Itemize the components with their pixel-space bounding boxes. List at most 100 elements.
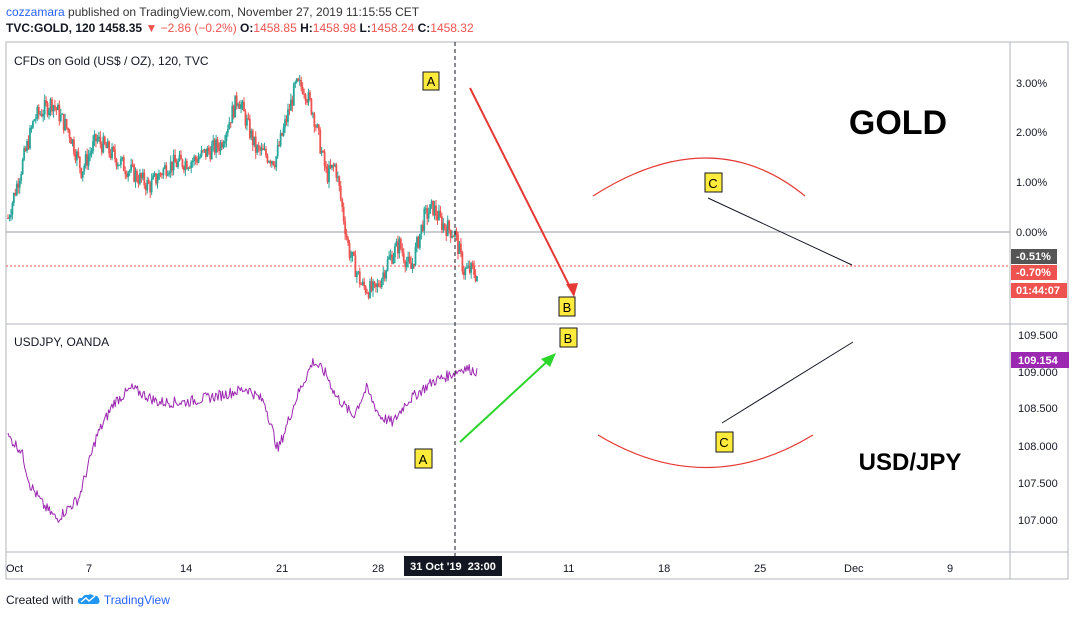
- candle-body: [320, 150, 323, 154]
- candle-body: [118, 164, 121, 166]
- candle-body: [369, 281, 371, 298]
- author-link[interactable]: cozzamara: [6, 5, 65, 19]
- candle-body: [93, 134, 96, 142]
- low-label: L:: [359, 21, 371, 35]
- candle-body: [52, 105, 55, 112]
- candle-body: [328, 165, 330, 183]
- candle-body: [83, 165, 86, 172]
- candle-body: [364, 286, 367, 293]
- candle-body: [26, 141, 28, 151]
- candle-body: [156, 179, 159, 184]
- candle-body: [326, 168, 329, 183]
- candle-body: [375, 283, 377, 287]
- candle-body: [284, 119, 286, 128]
- candle-body: [97, 136, 100, 139]
- candle-body: [237, 103, 240, 106]
- candle-body: [161, 174, 163, 176]
- candle-body: [316, 124, 319, 128]
- candle-body: [228, 122, 231, 130]
- candle-body: [133, 164, 135, 182]
- candle-body: [416, 237, 418, 247]
- usdjpy-up-arrow: [459, 356, 553, 443]
- candle-body: [221, 142, 223, 148]
- candle-body: [140, 173, 143, 179]
- candle-body: [144, 185, 147, 191]
- candle-body: [182, 166, 185, 171]
- x-tick: 14: [180, 563, 192, 575]
- candle-body: [84, 154, 87, 166]
- candle-body: [207, 147, 210, 152]
- tag-bg: [1011, 249, 1057, 264]
- gold-pane: CFDs on Gold (US$ / OZ), 120, TVC GOLD 3…: [6, 54, 1067, 317]
- tag-bg: [1011, 265, 1057, 280]
- close-value: 1458.32: [430, 21, 474, 35]
- candle-body: [37, 107, 40, 115]
- candle-body: [11, 203, 14, 215]
- candle-body: [127, 172, 130, 177]
- candle-body: [333, 164, 336, 167]
- candle-body: [178, 154, 181, 161]
- candle-body: [278, 144, 281, 146]
- candle-body: [332, 164, 335, 167]
- x-tick: 7: [86, 563, 92, 575]
- candle-body: [122, 157, 125, 171]
- candle-body: [212, 139, 215, 146]
- candle-body: [301, 86, 304, 94]
- usdjpy-trendline: [721, 341, 854, 424]
- candle-body: [395, 241, 398, 247]
- candle-body: [392, 257, 395, 264]
- gold-top-arc: [592, 157, 806, 197]
- gold-big-label: GOLD: [849, 104, 947, 142]
- candle-body: [162, 168, 165, 176]
- y-tick: 108.500: [1018, 403, 1058, 415]
- tag-countdown: 01:44:07: [1016, 285, 1060, 297]
- candle-body: [139, 173, 141, 184]
- candle-body: [234, 95, 237, 118]
- candle-body: [355, 272, 358, 277]
- usdjpy-bottom-arc: [597, 434, 814, 469]
- crosshair-time-label: 31 Oct '19 23:00: [410, 561, 496, 573]
- candle-body: [180, 154, 182, 160]
- candle-body: [146, 180, 149, 191]
- usdjpy-line: [7, 358, 478, 523]
- candle-body: [15, 183, 18, 196]
- tradingview-cloud-icon: [77, 594, 100, 604]
- candle-body: [380, 278, 383, 288]
- candle-body: [7, 217, 9, 219]
- candle-body: [158, 173, 160, 180]
- candle-body: [23, 148, 26, 160]
- usdjpy-arrow-head: [541, 353, 556, 367]
- candle-body: [344, 221, 347, 235]
- candle-body: [314, 126, 317, 128]
- usdjpy-label-b: B: [564, 331, 573, 346]
- candle-body: [449, 229, 452, 238]
- candle-body: [30, 127, 33, 129]
- candle-body: [331, 164, 333, 168]
- candle-body: [115, 158, 118, 167]
- candle-body: [20, 173, 23, 181]
- candle-body: [253, 136, 256, 146]
- candle-body: [276, 144, 279, 157]
- candle-body: [464, 268, 467, 275]
- x-tick: 9: [947, 563, 953, 575]
- candle-body: [165, 165, 168, 176]
- candle-body: [354, 255, 357, 277]
- candle-body: [402, 252, 405, 262]
- candle-body: [64, 119, 67, 131]
- candle-body: [338, 176, 341, 187]
- candle-body: [21, 159, 24, 174]
- usdjpy-y-axis: 109.500 109.000 108.500 108.000 107.500 …: [1018, 330, 1058, 527]
- time-axis: Oct 7 14 21 28 11 18 25 Dec 9: [6, 563, 953, 575]
- symbol-name: TVC:GOLD, 120: [6, 21, 96, 35]
- gold-pane-title: CFDs on Gold (US$ / OZ), 120, TVC: [14, 54, 209, 68]
- candle-body: [383, 272, 386, 279]
- y-tick: 107.000: [1018, 515, 1058, 527]
- publish-info: published on TradingView.com, November 2…: [68, 5, 420, 19]
- candle-body: [382, 272, 385, 279]
- candle-body: [420, 224, 423, 234]
- tradingview-link[interactable]: TradingView: [103, 593, 170, 607]
- candle-body: [282, 127, 285, 136]
- candle-body: [136, 171, 138, 181]
- candle-body: [259, 147, 262, 151]
